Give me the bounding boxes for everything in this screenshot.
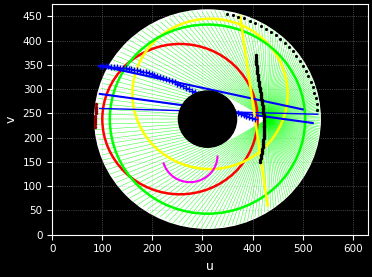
X-axis label: u: u [206,260,214,273]
Circle shape [95,10,320,228]
Y-axis label: v: v [4,116,17,123]
Circle shape [179,91,237,147]
